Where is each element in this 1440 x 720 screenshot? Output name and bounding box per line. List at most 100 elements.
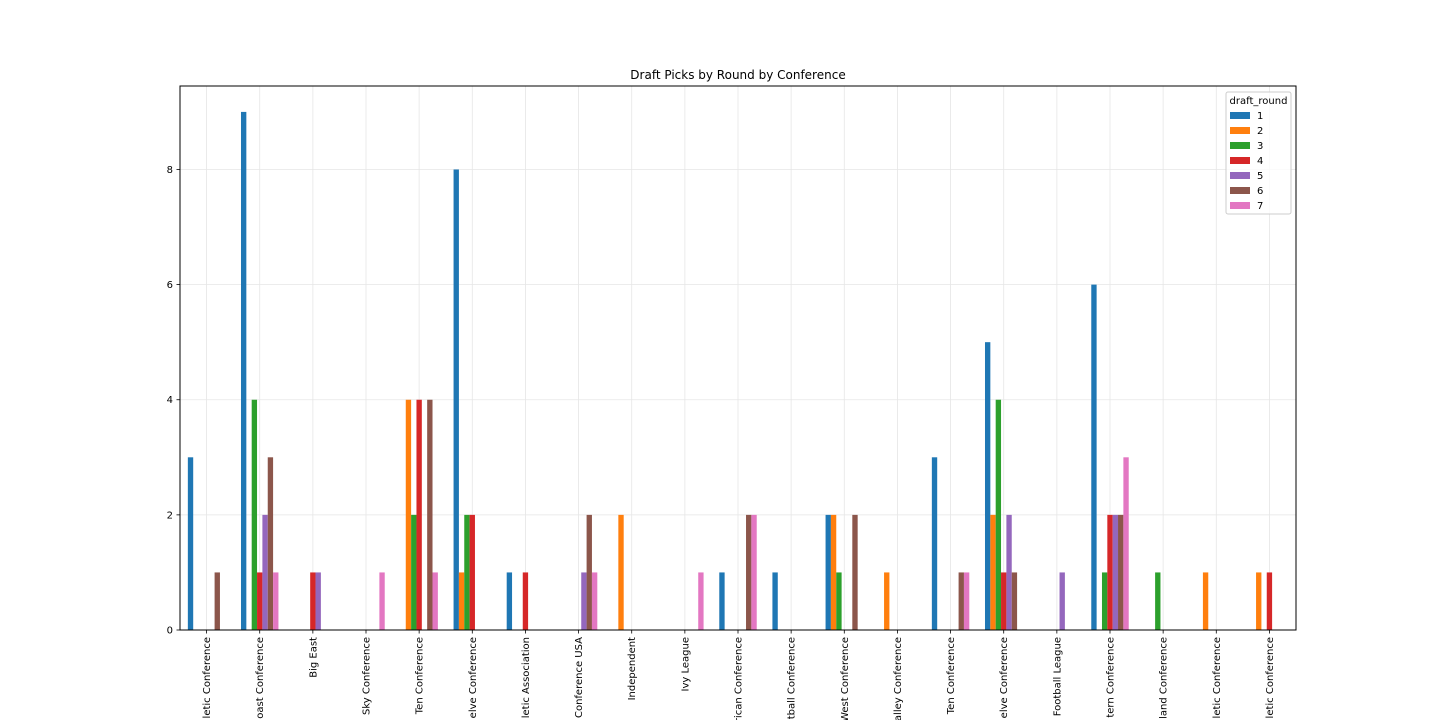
- bar-round-2: [1202, 572, 1209, 630]
- y-tick-label: 2: [167, 510, 173, 521]
- x-tick-label: Football League: [1052, 637, 1063, 716]
- bar-round-7: [698, 572, 704, 630]
- bar-round-7: [1123, 457, 1129, 630]
- x-tick-label: letic Association: [521, 637, 532, 718]
- bar-round-1: [187, 457, 194, 630]
- y-tick-label: 4: [167, 395, 173, 406]
- x-tick-label: Sky Conference: [362, 637, 373, 715]
- x-tick-label: Ten Conference: [415, 637, 426, 715]
- legend-label: 6: [1257, 186, 1263, 197]
- legend-label: 5: [1257, 171, 1263, 182]
- bar-round-3: [464, 514, 470, 630]
- legend-swatch: [1230, 172, 1250, 179]
- x-tick-label: tball Conference: [787, 637, 798, 719]
- bar-round-1: [719, 572, 725, 630]
- bar-round-7: [963, 572, 970, 630]
- legend-swatch: [1230, 157, 1250, 164]
- bar-round-1: [984, 342, 991, 630]
- legend-title: draft_round: [1230, 96, 1288, 107]
- legend-label: 7: [1257, 201, 1263, 212]
- bar-round-6: [586, 514, 592, 630]
- bar-round-3: [251, 399, 258, 630]
- x-tick-label: elve Conference: [468, 637, 479, 718]
- x-tick-label: West Conference: [840, 637, 851, 720]
- bar-round-6: [1011, 572, 1018, 630]
- x-tick-label: Independent: [627, 637, 638, 700]
- x-tick-label: Big East: [308, 637, 319, 678]
- y-tick-label: 0: [167, 626, 173, 637]
- bar-round-7: [379, 572, 385, 630]
- x-tick-label: tern Conference: [1106, 637, 1117, 718]
- bar-round-6: [746, 514, 752, 630]
- legend-label: 3: [1257, 141, 1263, 152]
- bar-round-3: [1155, 572, 1161, 630]
- bar-round-2: [830, 514, 837, 630]
- legend-swatch: [1230, 127, 1250, 134]
- legend-swatch: [1230, 112, 1250, 119]
- y-tick-label: 8: [167, 165, 173, 176]
- bar-round-4: [1107, 514, 1113, 630]
- x-tick-label: alley Conference: [893, 637, 904, 720]
- bar-round-3: [995, 399, 1002, 630]
- legend-swatch: [1230, 142, 1250, 149]
- x-tick-label: elve Conference: [999, 637, 1010, 718]
- x-axis: letic Conference oast Conference Big East …: [202, 630, 1276, 720]
- y-axis: 0 2 4 6 8: [167, 165, 180, 637]
- bar-round-2: [405, 399, 412, 630]
- bar-round-7: [432, 572, 438, 630]
- x-tick-label: land Conference: [1159, 637, 1170, 719]
- bar-round-5: [262, 514, 268, 630]
- bar-round-6: [958, 572, 964, 630]
- bar-round-2: [618, 514, 624, 630]
- bar-round-1: [240, 111, 247, 630]
- legend-label: 1: [1257, 111, 1263, 122]
- bar-round-4: [257, 572, 263, 630]
- bar-round-6: [267, 457, 274, 630]
- bar-round-6: [427, 399, 433, 630]
- legend-box: [1225, 91, 1292, 215]
- x-tick-label: Ten Conference: [946, 637, 957, 715]
- legend-swatch: [1230, 187, 1250, 194]
- bar-round-7: [751, 514, 757, 630]
- bar-round-3: [1101, 572, 1108, 630]
- y-tick-label: 6: [167, 280, 173, 291]
- legend-label: 4: [1257, 156, 1263, 167]
- bar-round-6: [852, 514, 858, 630]
- bar-round-1: [1091, 284, 1097, 630]
- bar-round-2: [990, 514, 996, 630]
- bar-round-3: [411, 514, 417, 630]
- bar-round-5: [1006, 514, 1012, 630]
- bar-round-1: [825, 514, 831, 630]
- legend-swatch: [1230, 202, 1250, 209]
- bar-round-2: [884, 572, 890, 630]
- x-tick-label: Conference USA: [574, 637, 585, 718]
- bar-round-6: [1118, 514, 1124, 630]
- chart-title: Draft Picks by Round by Conference: [630, 68, 845, 82]
- x-tick-label: rican Conference: [734, 637, 745, 720]
- x-tick-label: letic Conference: [1212, 637, 1223, 718]
- bar-round-4: [416, 399, 422, 630]
- bar-round-1: [506, 572, 513, 630]
- bar-round-3: [836, 572, 842, 630]
- bar-round-4: [1001, 572, 1007, 630]
- bar-round-2: [1256, 572, 1262, 630]
- bar-round-7: [591, 572, 598, 630]
- x-tick-label: letic Conference: [202, 637, 213, 718]
- bar-round-4: [310, 572, 316, 630]
- x-tick-label: oast Conference: [255, 637, 266, 719]
- bar-round-5: [581, 572, 587, 630]
- bar-round-1: [453, 169, 459, 631]
- x-tick-label: Ivy League: [680, 637, 691, 691]
- bar-round-1: [931, 457, 938, 630]
- bars: [187, 111, 1273, 631]
- bar-round-4: [522, 572, 529, 630]
- legend: draft_round 1 2 3 4 5 6 7: [1225, 91, 1292, 215]
- bar-round-4: [1266, 572, 1273, 630]
- bar-round-6: [214, 572, 220, 630]
- x-tick-label: letic Conference: [1265, 637, 1276, 718]
- legend-label: 2: [1257, 126, 1263, 137]
- bar-round-2: [458, 572, 465, 630]
- bar-round-5: [1059, 572, 1065, 630]
- bar-round-4: [469, 514, 475, 630]
